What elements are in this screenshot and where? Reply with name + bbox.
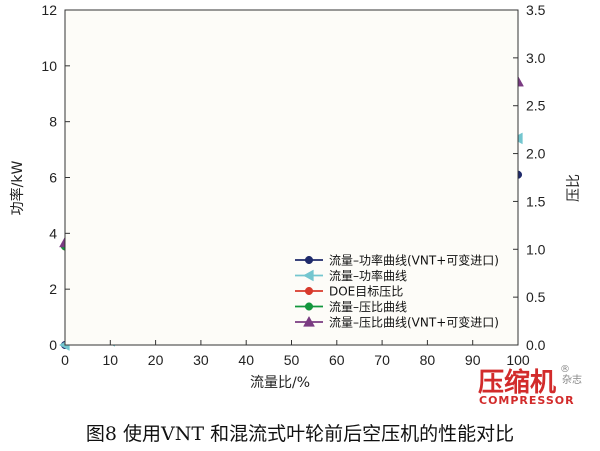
x-tick-label: 0: [61, 352, 69, 368]
y-right-tick-label: 2.5: [526, 98, 546, 114]
logo-main-text: 压缩机: [478, 367, 556, 398]
y-right-tick-label: 1.0: [526, 241, 546, 257]
y-right-tick-label: 0.5: [526, 289, 546, 305]
legend-item: 流量–功率曲线(VNT+可变进口): [295, 253, 499, 268]
legend: 流量–功率曲线(VNT+可变进口)流量–功率曲线 DOE目标压比流量–压比曲线流量…: [295, 253, 499, 330]
plot-frame: [64, 9, 519, 346]
legend-label: 流量–压比曲线: [329, 300, 407, 314]
y-right-tick-label: 3.5: [526, 2, 546, 18]
legend-label: 流量–功率曲线(VNT+可变进口): [329, 253, 499, 268]
legend-swatch-marker: [303, 315, 315, 327]
y-right-tick-label: 0.0: [526, 337, 546, 353]
data-point: [424, 0, 432, 8]
x-tick-label: 30: [193, 352, 209, 368]
x-tick-label: 90: [465, 352, 481, 368]
legend-item: 流量–压比曲线: [295, 300, 407, 314]
y-left-tick-label: 4: [49, 225, 57, 241]
logo-registered-mark: ®: [560, 364, 570, 375]
data-point: [514, 0, 522, 2]
y-right-axis-label: 压比: [566, 174, 582, 202]
y-left-tick-label: 8: [49, 114, 57, 130]
legend-swatch-marker: [304, 302, 314, 311]
legend-swatch-marker: [304, 255, 314, 265]
y-left-tick-label: 12: [41, 2, 57, 18]
x-tick-label: 70: [374, 352, 390, 368]
x-tick-label: 60: [329, 352, 345, 368]
logo-side-text: 杂志: [562, 373, 582, 386]
x-tick-label: 50: [284, 352, 300, 368]
y-left-tick-label: 6: [49, 170, 57, 186]
x-tick-label: 100: [506, 352, 530, 368]
x-axis-label: 流量比/%: [250, 375, 310, 391]
data-point: [514, 0, 522, 2]
x-tick-label: 40: [238, 352, 254, 368]
y-left-axis-label: 功率/kW: [9, 161, 26, 216]
y-left-tick-label: 0: [49, 337, 57, 353]
x-tick-label: 10: [103, 352, 119, 368]
y-right-tick-label: 3.0: [526, 50, 546, 66]
y-right-tick-label: 2.0: [526, 146, 546, 162]
legend-label: 流量–压比曲线(VNT+可变进口): [329, 315, 499, 330]
legend-swatch-marker: [304, 286, 314, 296]
magazine-logo: 压缩机 COMPRESSOR 杂志 ®: [478, 364, 582, 407]
legend-swatch-marker: [302, 269, 314, 282]
axes: 0 10 20 30 40 50 60 70 80 90 100 0 2 4 6 8 10 12 0.0 0.5 1.0…: [41, 2, 545, 368]
legend-label: DOE目标压比: [329, 285, 403, 299]
x-tick-label: 20: [148, 352, 164, 368]
figure-caption: 图8 使用VNT 和混流式叶轮前后空压机的性能对比: [86, 423, 514, 445]
logo-sub-text: COMPRESSOR: [479, 394, 575, 407]
legend-item: 流量–功率曲线: [295, 268, 407, 283]
y-left-tick-label: 10: [41, 58, 57, 74]
x-tick-label: 80: [420, 352, 436, 368]
legend-item: 流量–压比曲线(VNT+可变进口): [295, 315, 499, 330]
legend-label: 流量–功率曲线: [329, 268, 407, 283]
y-left-tick-label: 2: [49, 281, 57, 297]
legend-item: DOE目标压比: [295, 285, 403, 299]
y-right-tick-label: 1.5: [526, 193, 546, 209]
